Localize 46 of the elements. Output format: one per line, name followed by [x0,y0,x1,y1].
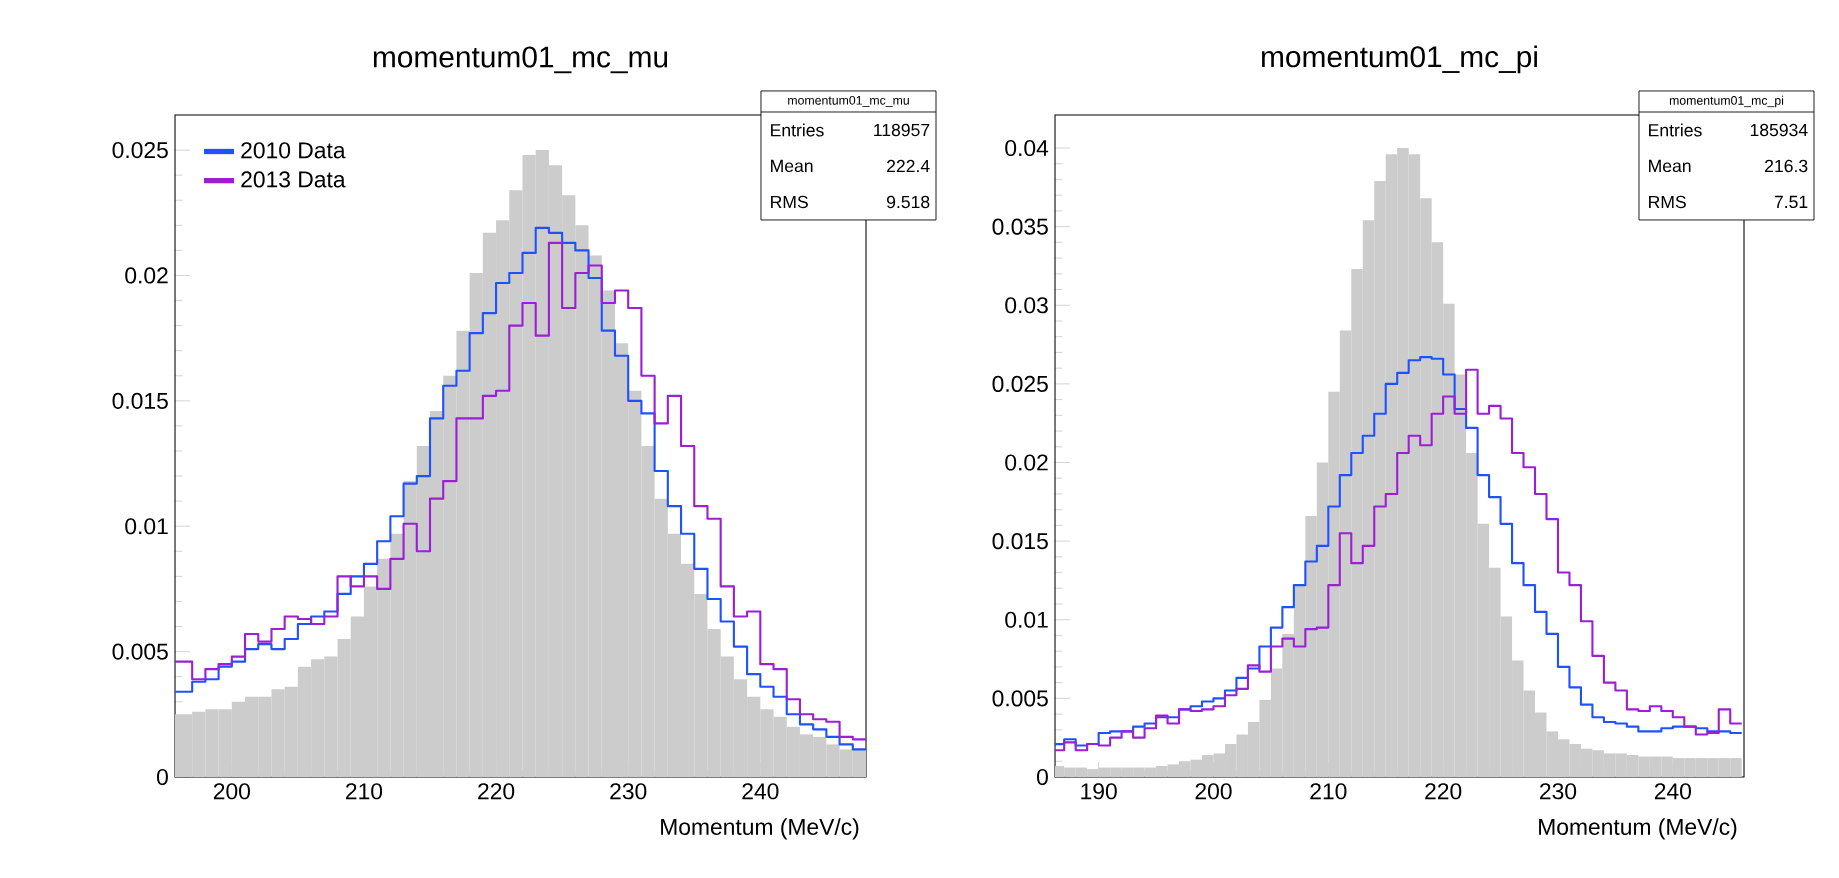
y-tick-label: 0.04 [1005,139,1049,157]
y-tick-label: 0.03 [1005,297,1048,314]
y-tick-label: 0.01 [1005,611,1048,628]
legend-label: 2013 Data [241,171,346,188]
y-tick-label: 0.005 [112,643,168,660]
y-tick-label: 0.02 [1005,454,1048,471]
text: 222.4 [887,159,930,173]
x-tick-label: 230 [1540,783,1577,800]
x-tick-label: 220 [478,783,515,800]
text: 185934 [1750,123,1808,137]
x-tick-label: 200 [1195,783,1232,800]
text: 118957 [874,123,930,137]
y-tick-label: 0 [1036,768,1048,786]
x-tick-label: 240 [1654,783,1691,800]
x-tick-label: 230 [610,783,647,800]
annotation: Entries [771,123,824,137]
y-tick-label: 0.025 [992,375,1048,392]
text: 7.51 [1774,195,1808,209]
annotation: RMS [1649,195,1686,209]
x-axis-title: Momentum (MeV/c) [1539,818,1737,840]
chart-title: momentum01_mc_mu [373,46,668,74]
annotation: Mean [1649,159,1691,173]
x-tick-label: 220 [1425,783,1462,800]
annotation: Entries [1649,123,1702,137]
x-tick-label: 190 [1081,783,1117,800]
x-tick-label: 210 [346,783,383,800]
y-tick-label: 0.005 [992,690,1048,707]
x-axis-title: Momentum (MeV/c) [661,818,859,840]
chart-title: momentum01_mc_pi [1262,45,1537,74]
text: momentum01_mc_pi [1669,95,1784,108]
x-tick-label: 210 [1310,783,1347,800]
annotation: RMS [771,195,808,209]
x-tick-label: 200 [213,783,250,800]
x-tick-label: 240 [742,783,779,800]
text: 9.518 [886,195,930,209]
y-tick-label: 0.015 [112,392,168,409]
y-tick-label: 0.01 [125,518,168,535]
annotation: Mean [771,159,813,173]
text: momentum01_mc_mu [788,95,909,107]
text: 216.3 [1765,159,1808,173]
legend-label: 2010 Data [241,142,346,159]
y-tick-label: 0.025 [112,141,168,159]
y-tick-label: 0.02 [125,267,168,284]
y-tick-label: 0.015 [992,533,1048,550]
y-tick-label: 0 [156,768,168,786]
y-tick-label: 0.035 [992,218,1048,235]
